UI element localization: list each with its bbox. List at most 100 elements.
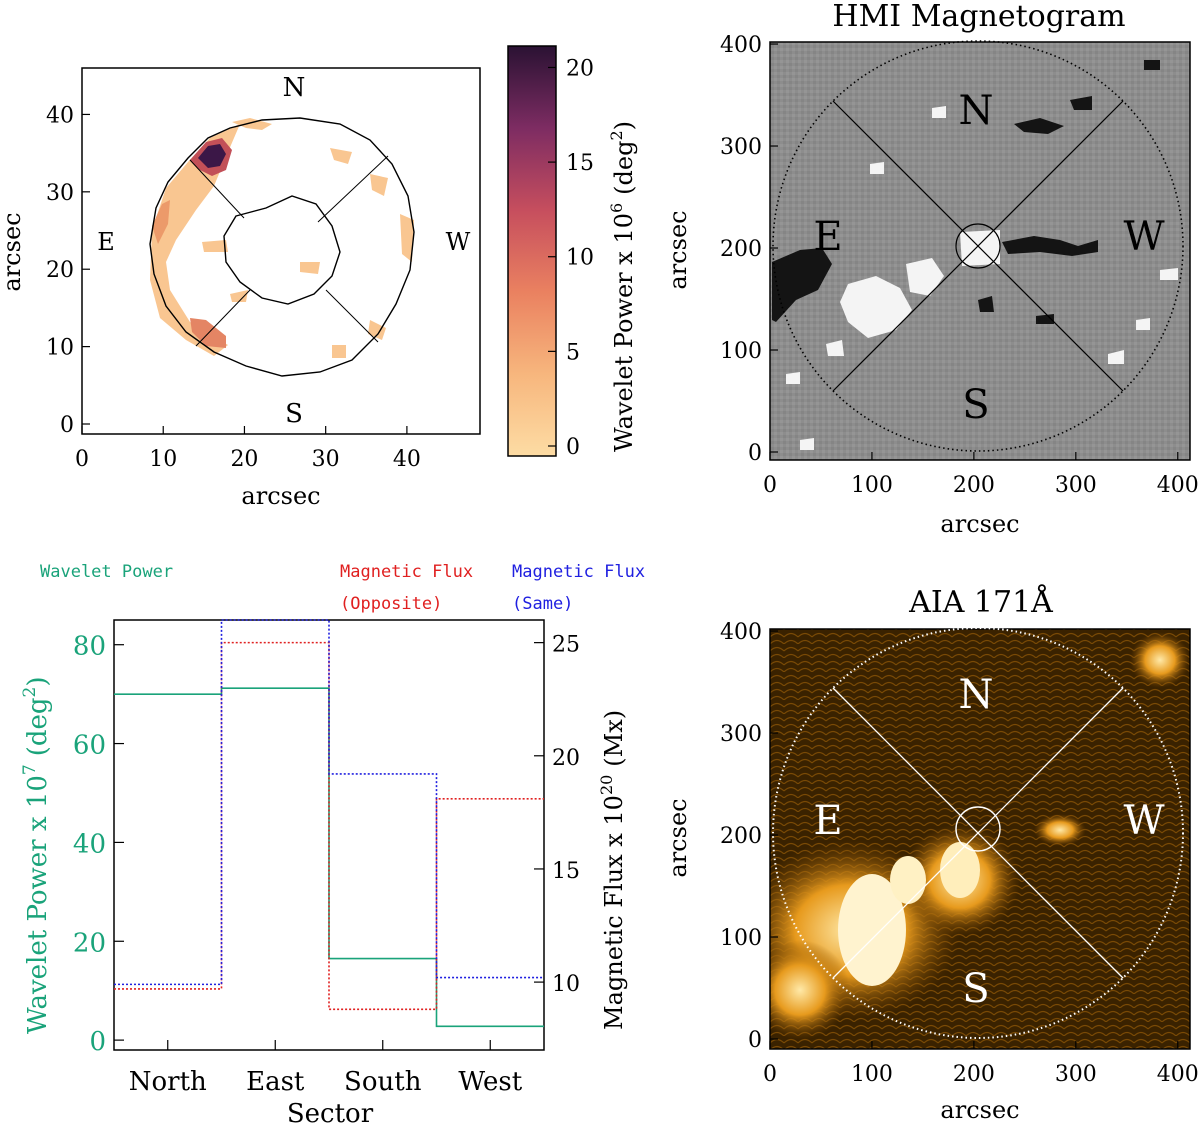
panel-a-axis-ticks: 0 10 20 30 40 0 10 20 30 40 bbox=[46, 103, 421, 472]
panel-a-x-tick-label: 10 bbox=[149, 447, 177, 472]
panel-d-y-tick-label: 400 bbox=[720, 620, 762, 645]
chart-left-tick-label: 40 bbox=[73, 829, 106, 859]
panel-b-axis-ticks: 0 100 200 300 400 0 100 200 300 400 bbox=[720, 33, 1199, 498]
hmi-negative-flux-region bbox=[772, 248, 832, 322]
panel-b-compass-e: E bbox=[813, 214, 842, 260]
panel-b-compass-s: S bbox=[962, 382, 989, 428]
sector-line-nw bbox=[317, 155, 389, 223]
panel-d-aia-171: AIA 171Å N S E W 0 100 200 300 400 0 100 200 300… bbox=[664, 584, 1199, 1124]
panel-d-y-tick-label: 0 bbox=[748, 1028, 762, 1053]
panel-d-title: AIA 171Å bbox=[908, 584, 1053, 620]
panel-b-compass-w: W bbox=[1123, 214, 1164, 260]
series-magnetic-flux-same-line bbox=[114, 619, 544, 986]
chart-left-tick-label: 20 bbox=[73, 928, 106, 958]
chart-category-label: South bbox=[344, 1067, 422, 1097]
panel-b-x-tick-label: 0 bbox=[763, 473, 777, 498]
panel-b-ylabel: arcsec bbox=[664, 210, 692, 289]
panel-d-compass-n: N bbox=[959, 672, 994, 718]
colorbar-ticks: 0 5 10 15 20 bbox=[548, 56, 594, 460]
panel-a-wavelet-map: N S E W 0 10 20 30 40 0 10 20 30 40 arcsec arcsec bbox=[0, 67, 481, 510]
legend-flux-same-line1: Magnetic Flux bbox=[512, 562, 645, 582]
aia-annulus-inner-circle bbox=[955, 806, 1001, 852]
wavelet-power-patches bbox=[150, 124, 240, 356]
panel-a-x-tick-label: 30 bbox=[312, 447, 340, 472]
panel-d-x-tick-label: 0 bbox=[763, 1062, 777, 1087]
panel-b-title: HMI Magnetogram bbox=[832, 0, 1125, 34]
panel-c-sector-chart: Wavelet Power Magnetic Flux (Opposite) M… bbox=[20, 562, 645, 1126]
sector-line-sw bbox=[195, 289, 251, 347]
panel-a-y-tick-label: 20 bbox=[46, 258, 74, 283]
chart-axis-ticks: North East South West 0 20 40 60 80 10 15 20 25 bbox=[73, 632, 580, 1097]
legend-flux-opposite-line2: (Opposite) bbox=[340, 594, 442, 614]
panel-b-y-tick-label: 100 bbox=[720, 339, 762, 364]
panel-d-compass-s: S bbox=[962, 966, 989, 1012]
sector-line-se bbox=[325, 289, 379, 343]
aia-loop-glow-w bbox=[1034, 814, 1086, 846]
chart-xlabel: Sector bbox=[287, 1099, 374, 1126]
colorbar-tick-label: 20 bbox=[566, 56, 594, 81]
aia-bright-core-center bbox=[940, 842, 980, 898]
hmi-negative-flux-patches bbox=[978, 60, 1160, 324]
chart-left-tick-label: 0 bbox=[89, 1027, 106, 1057]
panel-a-x-tick-label: 0 bbox=[75, 447, 89, 472]
panel-d-xlabel: arcsec bbox=[940, 1096, 1019, 1124]
panel-a-compass-n: N bbox=[283, 73, 306, 103]
panel-d-ylabel: arcsec bbox=[664, 798, 692, 877]
chart-category-label: East bbox=[246, 1067, 305, 1097]
panel-b-x-tick-label: 200 bbox=[953, 473, 995, 498]
panel-d-axis-ticks: 0 100 200 300 400 0 100 200 300 400 bbox=[720, 620, 1199, 1087]
panel-d-x-tick-label: 300 bbox=[1055, 1062, 1097, 1087]
chart-right-tick-label: 15 bbox=[552, 859, 580, 884]
panel-a-ylabel: arcsec bbox=[0, 212, 26, 291]
chart-category-label: West bbox=[458, 1067, 522, 1097]
panel-b-x-tick-label: 300 bbox=[1055, 473, 1097, 498]
panel-b-x-tick-label: 400 bbox=[1157, 473, 1199, 498]
legend-wavelet-power: Wavelet Power bbox=[40, 562, 173, 582]
colorbar-tick-label: 10 bbox=[566, 246, 594, 271]
aia-bright-core-2 bbox=[890, 856, 926, 904]
panel-a-compass-s: S bbox=[285, 399, 303, 429]
panel-d-y-tick-label: 200 bbox=[720, 824, 762, 849]
hmi-annulus-inner-circle bbox=[955, 223, 1001, 269]
panel-d-x-tick-label: 100 bbox=[851, 1062, 893, 1087]
chart-right-tick-label: 10 bbox=[552, 972, 580, 997]
panel-a-y-tick-label: 0 bbox=[60, 413, 74, 438]
wavelet-power-peak bbox=[198, 144, 226, 168]
chart-category-label: North bbox=[129, 1067, 207, 1097]
colorbar-tick-label: 5 bbox=[566, 340, 580, 365]
panel-d-y-tick-label: 100 bbox=[720, 926, 762, 951]
hmi-annulus-outer-circle bbox=[772, 40, 1184, 452]
chart-right-tick-label: 25 bbox=[552, 633, 580, 658]
panel-a-x-tick-label: 40 bbox=[393, 447, 421, 472]
aia-annulus-outer-circle bbox=[772, 627, 1184, 1039]
aia-image bbox=[770, 629, 1190, 1049]
panel-b-xlabel: arcsec bbox=[940, 510, 1019, 538]
panel-b-y-tick-label: 0 bbox=[748, 441, 762, 466]
colorbar-gradient bbox=[507, 45, 557, 457]
panel-b-x-tick-label: 100 bbox=[851, 473, 893, 498]
panel-d-y-tick-label: 300 bbox=[720, 722, 762, 747]
panel-d-x-tick-label: 200 bbox=[953, 1062, 995, 1087]
panel-c-plot-area bbox=[113, 619, 545, 1051]
aia-loop-glow-nw bbox=[1130, 632, 1190, 688]
colorbar-title: Wavelet Power x 106(deg2) bbox=[607, 121, 638, 452]
series-wavelet-power-line bbox=[114, 687, 544, 1028]
panel-d-compass-e: E bbox=[813, 798, 842, 844]
chart-left-tick-label: 80 bbox=[73, 632, 106, 662]
legend-flux-opposite-line1: Magnetic Flux bbox=[340, 562, 473, 582]
panel-a-y-tick-label: 40 bbox=[46, 103, 74, 128]
panel-d-x-tick-label: 400 bbox=[1157, 1062, 1199, 1087]
colorbar-tick-label: 15 bbox=[566, 151, 594, 176]
panel-a-plot-area bbox=[81, 67, 481, 435]
annulus-outer-contour bbox=[149, 117, 415, 377]
panel-b-y-tick-label: 200 bbox=[720, 237, 762, 262]
panel-a-y-tick-label: 30 bbox=[46, 181, 74, 206]
sector-line-ne bbox=[189, 159, 245, 219]
hmi-sector-line-2 bbox=[832, 100, 1124, 392]
legend-flux-same-line2: (Same) bbox=[512, 594, 573, 614]
chart-left-tick-label: 60 bbox=[73, 731, 106, 761]
wavelet-power-hotspot-3 bbox=[152, 200, 170, 244]
aia-sector-line-2 bbox=[832, 687, 1124, 979]
aia-bright-core-east bbox=[838, 874, 906, 986]
